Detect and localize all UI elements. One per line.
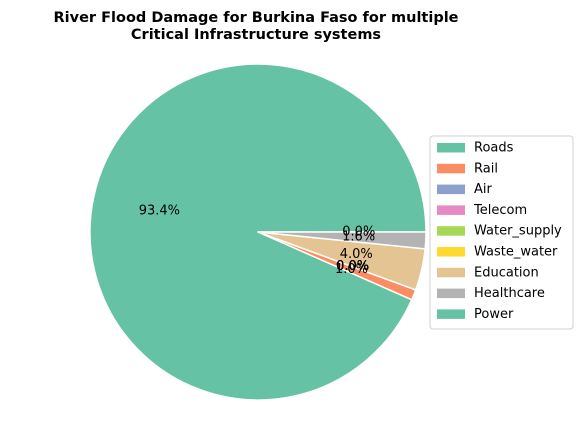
pie-slice-healthcare — [257, 231, 427, 250]
legend-swatch-air — [437, 184, 465, 195]
legend-label-rail: Rail — [474, 161, 498, 176]
pie-percent-labels: 93.4%1.0%0.0%0.0%0.0%0.0%4.0%1.6%0.0% — [139, 204, 376, 277]
legend-swatch-roads — [437, 143, 465, 153]
legend-label-power: Power — [474, 307, 514, 322]
legend-swatch-waste-water — [437, 247, 465, 257]
pct-label-telecom: 0.0% — [336, 259, 369, 274]
legend-label-healthcare: Healthcare — [474, 286, 545, 301]
pct-label-education: 4.0% — [340, 247, 373, 262]
legend-label-roads: Roads — [474, 141, 514, 156]
pct-label-rail: 1.0% — [335, 262, 368, 277]
pie-slices — [89, 63, 427, 401]
legend-label-waste-water: Waste_water — [474, 245, 558, 260]
legend-label-water-supply: Water_supply — [474, 224, 562, 239]
pct-label-waste-water: 0.0% — [336, 259, 369, 274]
legend-swatch-education — [437, 267, 465, 278]
legend-swatch-telecom — [437, 205, 465, 215]
pct-label-healthcare: 1.6% — [342, 230, 375, 245]
legend-label-telecom: Telecom — [473, 203, 527, 218]
legend-label-education: Education — [474, 265, 539, 280]
legend-swatch-water-supply — [437, 226, 465, 236]
legend: Roads Rail Air Telecom Water_supply Waste_wat… — [429, 135, 574, 330]
pct-label-water-supply: 0.0% — [336, 259, 369, 274]
legend-swatch-rail — [437, 163, 465, 174]
pct-label-air: 0.0% — [336, 259, 369, 274]
legend-swatch-power — [437, 309, 465, 319]
legend-swatch-healthcare — [437, 288, 465, 299]
pct-label-roads: 93.4% — [139, 204, 180, 219]
legend-label-air: Air — [474, 182, 493, 197]
chart-title-line2: Critical Infrastructure systems — [131, 27, 381, 43]
chart-title-line1: River Flood Damage for Burkina Faso for … — [53, 10, 458, 26]
pct-label-power: 0.0% — [342, 225, 375, 240]
legend-frame — [429, 135, 574, 330]
